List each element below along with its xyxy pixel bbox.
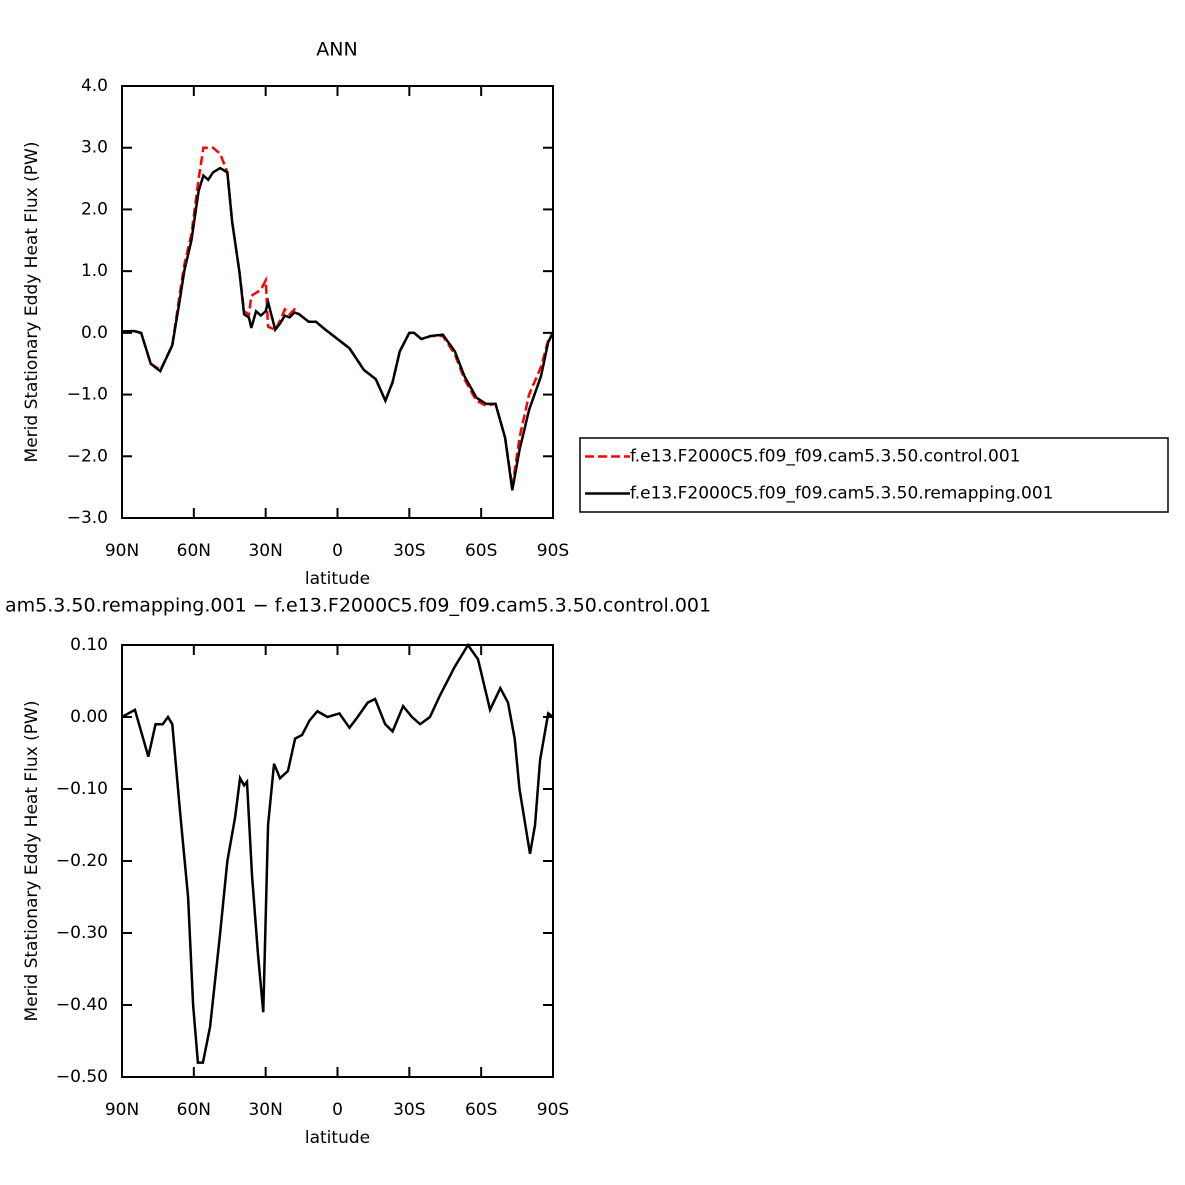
x-axis-label: latitude: [305, 1128, 370, 1148]
y-tick-label: −2.0: [67, 446, 108, 466]
x-tick-label: 90N: [105, 1100, 139, 1120]
x-tick-label: 30N: [248, 1100, 282, 1120]
x-tick-label: 30N: [248, 541, 282, 561]
data-line: [121, 166, 555, 491]
x-tick-label: 90N: [105, 541, 139, 561]
y-tick-label: 0.10: [70, 635, 108, 655]
chart-title: am5.3.50.remapping.001 − f.e13.F2000C5.f…: [5, 595, 711, 617]
x-axis-label: latitude: [305, 569, 370, 589]
data-line: [121, 642, 554, 1064]
plot-frame: [121, 85, 554, 519]
y-tick-label: −1.0: [67, 385, 108, 405]
y-tick-label: 1.0: [81, 261, 108, 281]
y-tick-label: −0.20: [56, 851, 108, 871]
y-tick-label: 3.0: [81, 138, 108, 158]
chart-title: ANN: [316, 39, 357, 61]
legend-label: f.e13.F2000C5.f09_f09.cam5.3.50.control.…: [630, 447, 1021, 467]
legend-label: f.e13.F2000C5.f09_f09.cam5.3.50.remappin…: [630, 484, 1054, 504]
y-tick-label: 2.0: [81, 199, 108, 219]
y-tick-label: −0.10: [56, 779, 108, 799]
x-tick-label: 30S: [393, 541, 425, 561]
x-tick-label: 0: [332, 541, 343, 561]
y-tick-label: 0.00: [70, 707, 108, 727]
x-tick-label: 60N: [177, 541, 211, 561]
x-tick-label: 30S: [393, 1100, 425, 1120]
y-axis-label: Merid Stationary Eddy Heat Flux (PW): [22, 142, 42, 463]
y-tick-label: 0.0: [81, 323, 108, 343]
x-tick-label: 60N: [177, 1100, 211, 1120]
y-tick-label: −0.40: [56, 995, 108, 1015]
y-tick-label: 4.0: [81, 76, 108, 96]
y-tick-label: −3.0: [67, 508, 108, 528]
legend-box: [579, 437, 1169, 513]
data-line: [121, 146, 555, 488]
y-tick-label: −0.50: [56, 1067, 108, 1087]
plot-frame: [121, 644, 554, 1078]
y-tick-label: −0.30: [56, 923, 108, 943]
x-tick-label: 90S: [537, 541, 569, 561]
y-axis-label: Merid Stationary Eddy Heat Flux (PW): [22, 701, 42, 1022]
x-tick-label: 0: [332, 1100, 343, 1120]
x-tick-label: 90S: [537, 1100, 569, 1120]
x-tick-label: 60S: [465, 1100, 497, 1120]
x-tick-label: 60S: [465, 541, 497, 561]
